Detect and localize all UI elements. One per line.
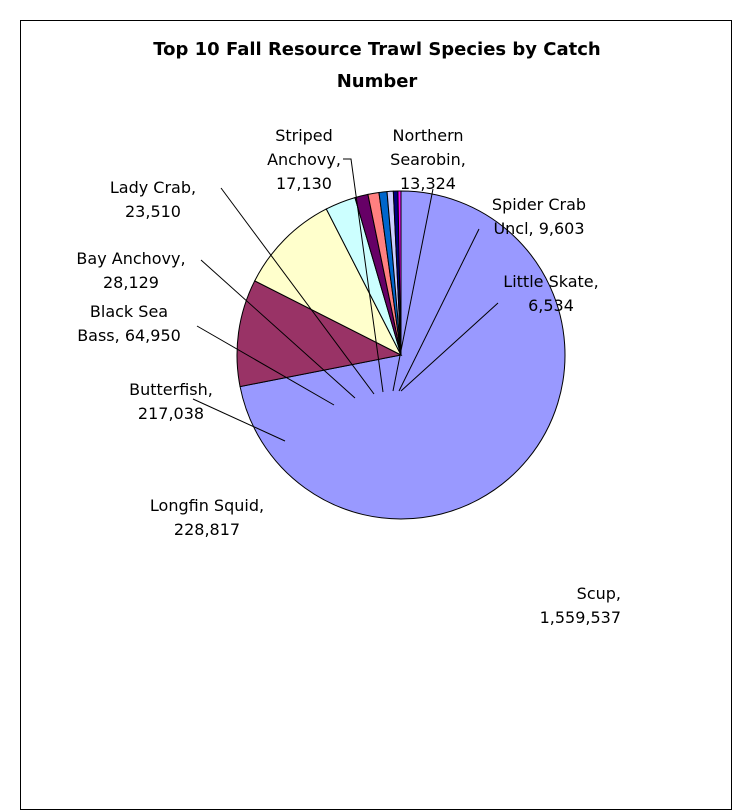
slice-label-butterfish: Butterfish, 217,038 [129,380,213,423]
leader-line-black-sea-bass [196,325,335,406]
slice-label-line: Uncl, 9,603 [493,219,584,238]
slice-label-line: 217,038 [138,404,204,423]
slice-label-line: Little Skate, [503,272,598,291]
leader-lines [192,158,499,442]
leader-line-little-skate [400,302,499,392]
slice-label-northern-searobin: Northern Searobin, 13,324 [390,126,466,193]
slice-label-line: 17,130 [276,174,332,193]
leader-line-northern-searobin [392,188,434,392]
chart-title-line-2: Number [337,71,418,92]
slice-label-little-skate: Little Skate, 6,534 [503,272,598,315]
pie-slices [236,190,566,520]
slice-label-line: Spider Crab [492,195,586,214]
slice-label-line: Anchovy, [267,150,341,169]
pie-slice-longfin-squid [236,280,403,388]
slice-label-spider-crab-uncl: Spider Crab Uncl, 9,603 [492,195,586,238]
leader-line-bay-anchovy [200,259,356,399]
slice-label-line: 228,817 [174,520,240,539]
slice-label-line: 1,559,537 [540,608,621,627]
slice-label-line: Bass, 64,950 [77,326,181,345]
leader-line-lady-crab [220,187,375,395]
slice-label-longfin-squid: Longfin Squid, 228,817 [150,496,264,539]
pie-slice-scup [239,190,566,520]
slice-label-line: 23,510 [125,202,181,221]
pie-slice-butterfish [254,208,403,357]
slice-label-lady-crab: Lady Crab, 23,510 [110,178,196,221]
slice-label-line: 28,129 [103,273,159,292]
pie-chart: Top 10 Fall Resource Trawl Species by Ca… [76,39,621,627]
slice-label-striped-anchovy: Striped Anchovy, 17,130 [267,126,341,193]
slice-label-scup: Scup, 1,559,537 [540,584,621,627]
slice-label-line: Lady Crab, [110,178,196,197]
slice-label-line: Northern [392,126,463,145]
slice-label-line: Longfin Squid, [150,496,264,515]
slice-label-line: Searobin, [390,150,466,169]
slice-labels: Scup, 1,559,537 Longfin Squid, 228,817 Butte… [76,126,621,627]
pie-slice-little-skate [397,190,402,356]
slice-label-line: Bay Anchovy, [76,249,185,268]
leader-line-spider-crab-uncl [398,228,480,392]
slice-label-black-sea-bass: Black Sea Bass, 64,950 [77,302,181,345]
slice-label-line: Scup, [577,584,621,603]
slice-label-line: 13,324 [400,174,456,193]
leader-line-striped-anchovy [343,158,384,393]
slice-label-line: Striped [275,126,333,145]
chart-title-line-1: Top 10 Fall Resource Trawl Species by Ca… [153,39,601,60]
slice-label-line: 6,534 [528,296,574,315]
leader-line-butterfish [192,398,286,442]
chart-frame: Top 10 Fall Resource Trawl Species by Ca… [20,20,732,810]
slice-label-bay-anchovy: Bay Anchovy, 28,129 [76,249,185,292]
slice-label-line: Butterfish, [129,380,213,399]
slice-label-line: Black Sea [90,302,168,321]
